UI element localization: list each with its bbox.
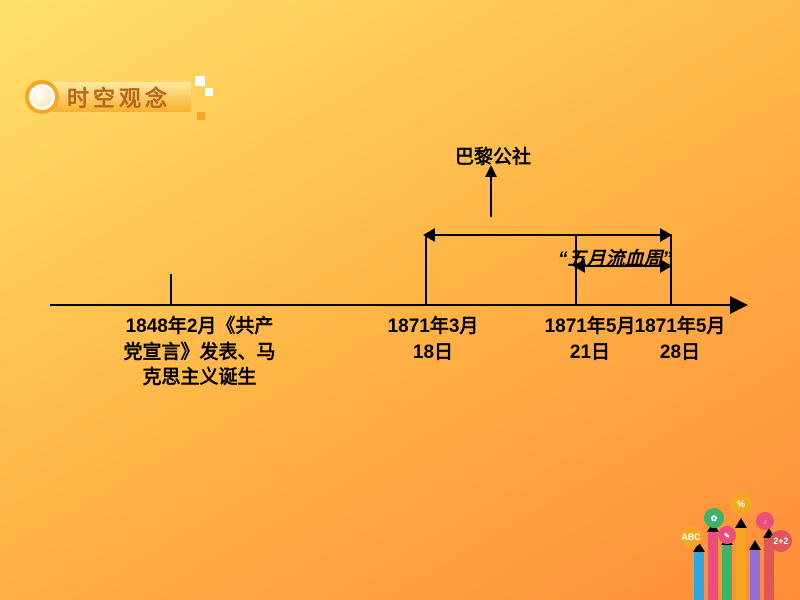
title-text: 时空观念 (67, 81, 171, 113)
title-circle-icon (25, 80, 59, 114)
upper-event-label: 巴黎公社 (455, 145, 531, 171)
bubble-icon: ABC (680, 526, 702, 548)
title-badge: 时空观念 (25, 80, 191, 114)
bubble-icon: ✿ (704, 508, 724, 528)
pencil-icon (736, 528, 746, 600)
timeline-event-label: 1871年3月18日 (378, 314, 488, 365)
title-decor-icon-2 (197, 112, 205, 120)
title-decor-icon (195, 76, 215, 96)
timeline-range (425, 234, 670, 236)
timeline: “五月流血周” 巴黎公社 1848年2月《共产党宣言》发表、马克思主义诞生187… (50, 290, 750, 320)
timeline-event-label: 1871年5月28日 (630, 314, 730, 365)
bubble-icon: ✎ (718, 526, 736, 544)
timeline-axis (50, 304, 730, 306)
timeline-event-label: 1848年2月《共产党宣言》发表、马克思主义诞生 (122, 314, 277, 391)
title-bar: 时空观念 (51, 82, 191, 112)
decor-illustration: ABC✿%♪2+2 ✎ (660, 490, 800, 600)
bubble-icon: ♪ (756, 512, 774, 530)
pencil-icon (694, 552, 704, 600)
timeline-event-label: 1871年5月21日 (540, 314, 640, 365)
pencil-icon (750, 550, 760, 600)
timeline-arrow-icon (730, 296, 748, 314)
timeline-range-label: “五月流血周” (558, 244, 672, 271)
upper-arrow-icon (490, 175, 492, 217)
pencil-icon (708, 532, 718, 600)
bubble-icon: % (730, 493, 752, 515)
bubble-icon: 2+2 (770, 530, 792, 552)
pencil-icon (722, 545, 732, 600)
slide: 时空观念 “五月流血周” 巴黎公社 1848年2月《共产党宣言》发表、马克思主义… (0, 0, 800, 600)
timeline-tick (170, 274, 172, 306)
timeline-tick (425, 234, 427, 306)
